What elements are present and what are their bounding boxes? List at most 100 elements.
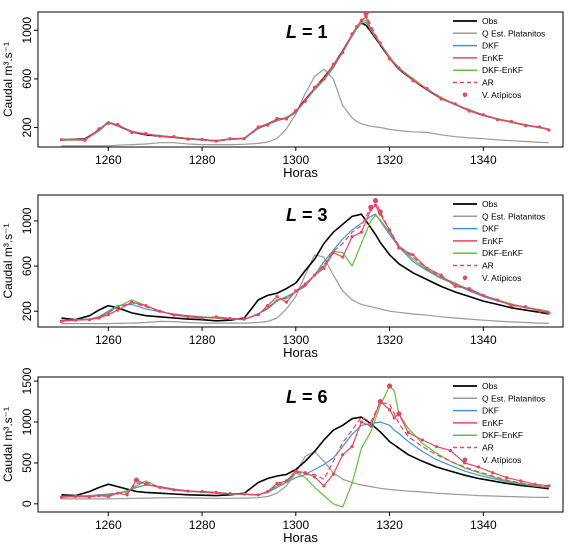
x-axis-label: Horas [283, 165, 318, 180]
enkf-point [359, 420, 364, 424]
enkf-point [495, 298, 499, 302]
chart-panel-1: 1260 1280 1300 1320 1340 200 600 1000 Horas Cauda… [1, 11, 564, 180]
x-tick-label: 1320 [376, 333, 403, 347]
enkf-point [331, 472, 335, 476]
outlier-point [377, 209, 383, 215]
series-line-q-est-platanitos [61, 254, 549, 325]
y-axis-label: Caudal m³.s⁻¹ [1, 42, 15, 117]
enkf-point [434, 444, 439, 449]
enkf-point [116, 308, 120, 312]
series-line-obs [61, 213, 550, 322]
series-line-ar [61, 401, 549, 498]
enkf-point [350, 235, 354, 239]
enkf-point [350, 444, 354, 449]
series-line-ar [61, 13, 550, 142]
panel-label: L = 6 [286, 387, 328, 407]
enkf-point [397, 246, 401, 250]
enkf-point [453, 284, 457, 288]
panel-label-value: 3 [318, 205, 328, 225]
enkf-point [547, 128, 551, 132]
enkf-point [491, 471, 495, 475]
panel-label: L = 1 [286, 22, 328, 42]
panel-label-var: L [286, 387, 297, 407]
series-line-obs [61, 416, 549, 497]
chart-panel-3: 1260 1280 1300 1320 1340 0 500 1000 1500 Horas Cau… [1, 367, 564, 545]
enkf-point [186, 137, 190, 141]
legend-entry: EnKF [482, 418, 503, 428]
legend-entry: Obs [482, 381, 498, 391]
enkf-point [158, 309, 162, 313]
y-tick-label: 200 [20, 301, 34, 321]
legend-marker [462, 275, 468, 281]
panel-label-value: 1 [318, 22, 328, 42]
enkf-point [73, 318, 78, 322]
legend-entry: DKF [482, 406, 499, 416]
y-tick-label: 500 [20, 453, 34, 473]
enkf-point [439, 97, 443, 101]
panel-label-value: 6 [318, 387, 328, 407]
outlier-point [396, 411, 402, 417]
legend-entry: AR [482, 261, 494, 271]
enkf-point [369, 424, 373, 428]
y-tick-label: 1500 [20, 367, 34, 394]
enkf-point [448, 449, 453, 453]
legend-entry: EnKF [482, 236, 503, 246]
legend-entry: Q Est. Platanitos [482, 211, 545, 221]
enkf-point [125, 493, 129, 497]
legend-entry: DKF-EnKF [482, 65, 523, 75]
enkf-point [341, 453, 345, 457]
series-line-q-est-platanitos [61, 68, 549, 147]
y-axis-label: Caudal m³.s⁻¹ [1, 223, 15, 298]
enkf-point [97, 316, 101, 320]
legend-entry: Q Est. Platanitos [482, 28, 545, 38]
enkf-point [505, 476, 509, 480]
enkf-point [116, 122, 120, 127]
plot-area [59, 198, 551, 325]
legend-entry: DKF-EnKF [482, 430, 523, 440]
legend-entry: DKF [482, 224, 499, 234]
x-tick-label: 1280 [189, 518, 216, 532]
enkf-point [331, 250, 335, 255]
y-axis-label: Caudal m³.s⁻¹ [1, 407, 15, 482]
y-tick-label: 1000 [20, 207, 34, 234]
enkf-point [420, 438, 424, 442]
enkf-point [242, 137, 246, 141]
enkf-point [467, 287, 471, 291]
enkf-point [275, 294, 279, 299]
y-tick-label: 1000 [20, 17, 34, 44]
legend-entry: V. Atípicos [482, 455, 521, 465]
panel-label-eq: = [297, 387, 318, 407]
plot-frame [37, 376, 564, 513]
legend-entry: Obs [482, 199, 498, 209]
enkf-point [462, 461, 467, 465]
enkf-point [387, 408, 392, 412]
legend-entry: AR [482, 443, 494, 453]
enkf-point [341, 255, 345, 259]
enkf-point [406, 431, 410, 435]
legend: Obs Q Est. Platanitos DKF EnKF DKF-EnKF AR V. … [453, 381, 545, 465]
series-line-dkf [61, 421, 549, 498]
legend-marker [462, 92, 468, 98]
enkf-point [519, 479, 523, 483]
outlier-point [377, 398, 383, 405]
plot-area [59, 12, 551, 147]
series-line-enkf [61, 400, 549, 498]
x-axis-label: Horas [283, 345, 318, 360]
outlier-point [368, 204, 374, 211]
y-tick-label: 600 [20, 69, 34, 89]
x-tick-label: 1260 [95, 333, 122, 347]
enkf-point [284, 117, 289, 121]
panel-label-var: L [286, 205, 297, 225]
enkf-point [284, 300, 289, 304]
x-axis-label: Horas [283, 530, 318, 545]
enkf-point [228, 491, 232, 496]
enkf-point [266, 303, 270, 308]
enkf-point [275, 116, 279, 121]
enkf-point [477, 465, 481, 469]
outlier-point [133, 477, 140, 483]
x-tick-label: 1320 [376, 518, 403, 532]
x-tick-label: 1320 [376, 153, 403, 167]
legend-entry: DKF [482, 41, 499, 51]
legend-entry: V. Atípicos [482, 90, 521, 100]
